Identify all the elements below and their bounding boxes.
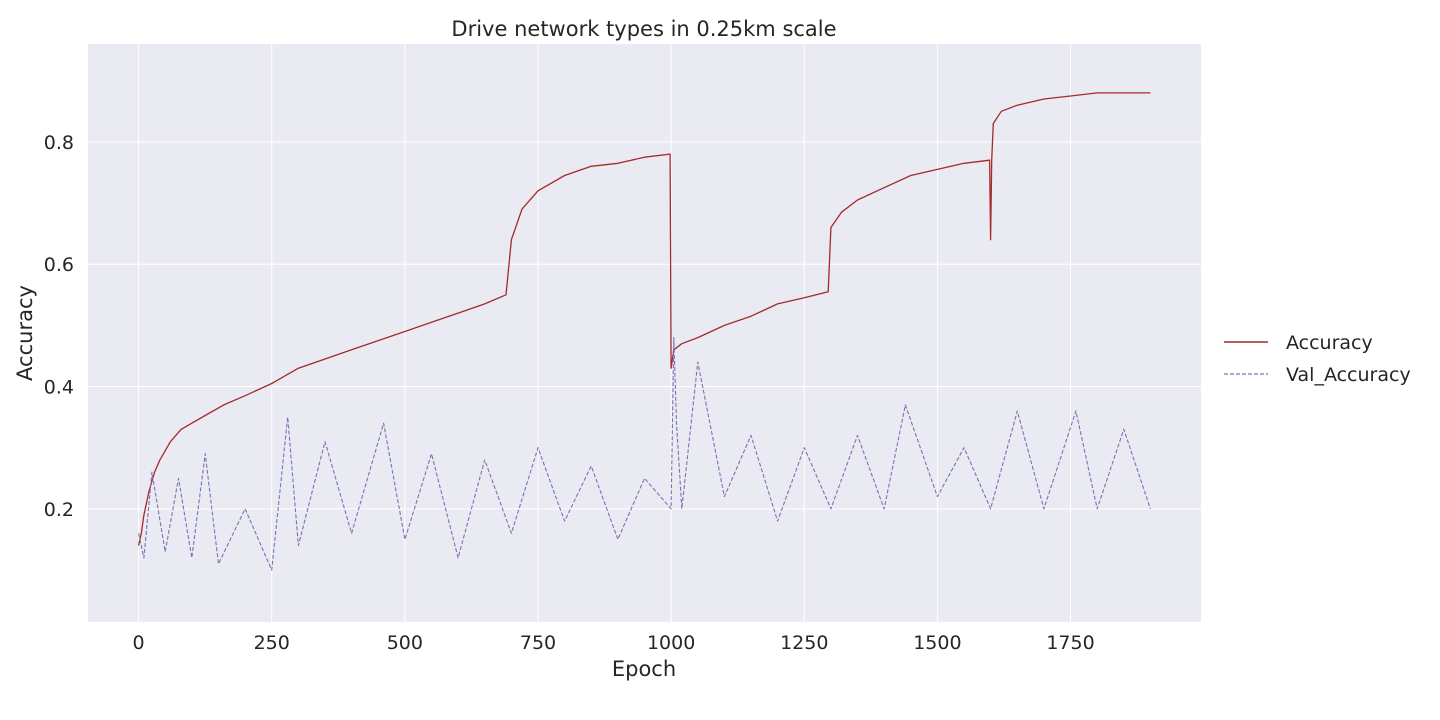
x-tick-label: 1250 xyxy=(780,632,828,654)
legend-label-accuracy: Accuracy xyxy=(1286,332,1373,354)
tick-labels: 0 250 500 750 1000 1250 1500 1750 0.2 0.4 0.6 0.8 xyxy=(44,132,1095,654)
y-tick-label: 0.8 xyxy=(44,132,74,154)
plot-area xyxy=(88,44,1201,622)
x-tick-label: 250 xyxy=(254,632,290,654)
x-tick-label: 1500 xyxy=(913,632,961,654)
y-tick-label: 0.4 xyxy=(44,377,74,399)
chart-title: Drive network types in 0.25km scale xyxy=(451,17,836,41)
x-tick-label: 750 xyxy=(520,632,556,654)
x-axis-title: Epoch xyxy=(612,657,676,681)
y-tick-label: 0.6 xyxy=(44,254,74,276)
y-axis-title: Accuracy xyxy=(13,285,37,381)
x-tick-label: 1750 xyxy=(1046,632,1094,654)
legend: Accuracy Val_Accuracy xyxy=(1224,332,1411,386)
x-tick-label: 0 xyxy=(133,632,145,654)
series-line-val-accuracy xyxy=(138,337,1151,571)
legend-label-val-accuracy: Val_Accuracy xyxy=(1286,364,1411,386)
grid xyxy=(88,44,1201,622)
y-tick-label: 0.2 xyxy=(44,499,74,521)
series-line-accuracy xyxy=(137,92,1151,546)
x-tick-label: 500 xyxy=(387,632,423,654)
series-lines xyxy=(137,92,1151,571)
x-tick-label: 1000 xyxy=(647,632,695,654)
